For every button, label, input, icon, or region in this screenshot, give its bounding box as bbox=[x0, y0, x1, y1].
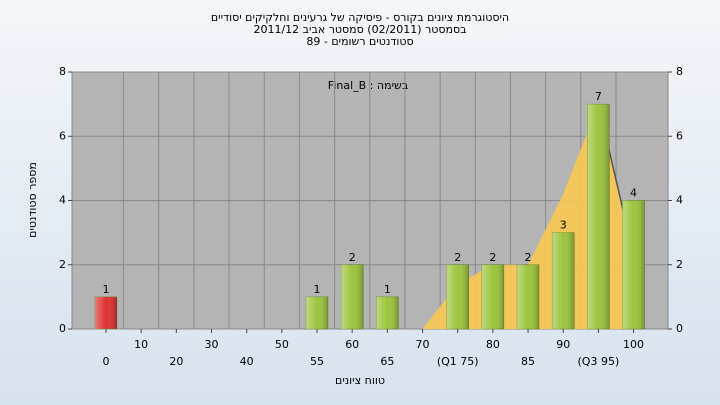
bar-shade bbox=[95, 296, 117, 329]
area bbox=[422, 104, 634, 329]
y2-tick-label: 4 bbox=[676, 194, 683, 207]
y2-tick-label: 6 bbox=[676, 129, 683, 142]
y-tick-label: 4 bbox=[59, 194, 66, 207]
bar-shade bbox=[446, 264, 469, 329]
data-label: 2 bbox=[349, 251, 356, 264]
x-tick-label: 70 bbox=[416, 338, 430, 351]
chart-title: היסטוגרמת ציונים בקורס - פיסיקה של גרעינ… bbox=[211, 11, 509, 24]
x-tick-label: 85 bbox=[521, 355, 535, 368]
x-tick-label: 90 bbox=[556, 338, 570, 351]
y-axis-label: מספר סטודנטים bbox=[26, 162, 39, 238]
x-tick-label: 100 bbox=[623, 338, 644, 351]
data-label: 1 bbox=[314, 283, 321, 296]
x-tick-label: 10 bbox=[134, 338, 148, 351]
y-tick-label: 8 bbox=[59, 65, 66, 78]
y2-tick-label: 2 bbox=[676, 258, 683, 271]
y2-tick-label: 8 bbox=[676, 65, 683, 78]
data-label: 2 bbox=[525, 251, 532, 264]
y-tick-label: 0 bbox=[59, 322, 66, 335]
x-tick-label: (Q1 75) bbox=[437, 355, 479, 368]
data-label: 4 bbox=[630, 187, 637, 200]
data-label: 1 bbox=[103, 283, 110, 296]
bar-shade bbox=[481, 264, 504, 329]
y-tick-label: 2 bbox=[59, 258, 66, 271]
bar-shade bbox=[587, 104, 610, 329]
x-tick-label: 55 bbox=[310, 355, 324, 368]
data-label: 2 bbox=[489, 251, 496, 264]
data-label: 1 bbox=[384, 283, 391, 296]
y2-tick-label: 0 bbox=[676, 322, 683, 335]
chart-subtitle: סטודנטים רשומים - 89 bbox=[306, 35, 413, 48]
x-tick-label: 80 bbox=[486, 338, 500, 351]
x-tick-label: 50 bbox=[275, 338, 289, 351]
annotation: Final_B : בשימה bbox=[328, 79, 408, 92]
data-label: 7 bbox=[595, 90, 602, 103]
x-axis-label: טווח ציונים bbox=[335, 374, 385, 387]
bar-shade bbox=[552, 232, 575, 329]
x-tick-label: 0 bbox=[103, 355, 110, 368]
x-tick-label: 65 bbox=[380, 355, 394, 368]
bar-shade bbox=[517, 264, 540, 329]
x-tick-label: 40 bbox=[240, 355, 254, 368]
x-tick-label: 60 bbox=[345, 338, 359, 351]
data-label: 3 bbox=[560, 219, 567, 232]
x-tick-label: (Q3 95) bbox=[578, 355, 620, 368]
y-tick-label: 6 bbox=[59, 129, 66, 142]
bar-shade bbox=[341, 264, 364, 329]
bar-shade bbox=[376, 296, 399, 329]
chart-subtitle: בסמסטר (02/2011) סמסטר אביב 2011/12 bbox=[253, 23, 466, 36]
x-tick-label: 20 bbox=[169, 355, 183, 368]
data-label: 2 bbox=[454, 251, 461, 264]
x-tick-label: 30 bbox=[205, 338, 219, 351]
bar-shade bbox=[306, 296, 329, 329]
bar-shade bbox=[622, 200, 645, 329]
